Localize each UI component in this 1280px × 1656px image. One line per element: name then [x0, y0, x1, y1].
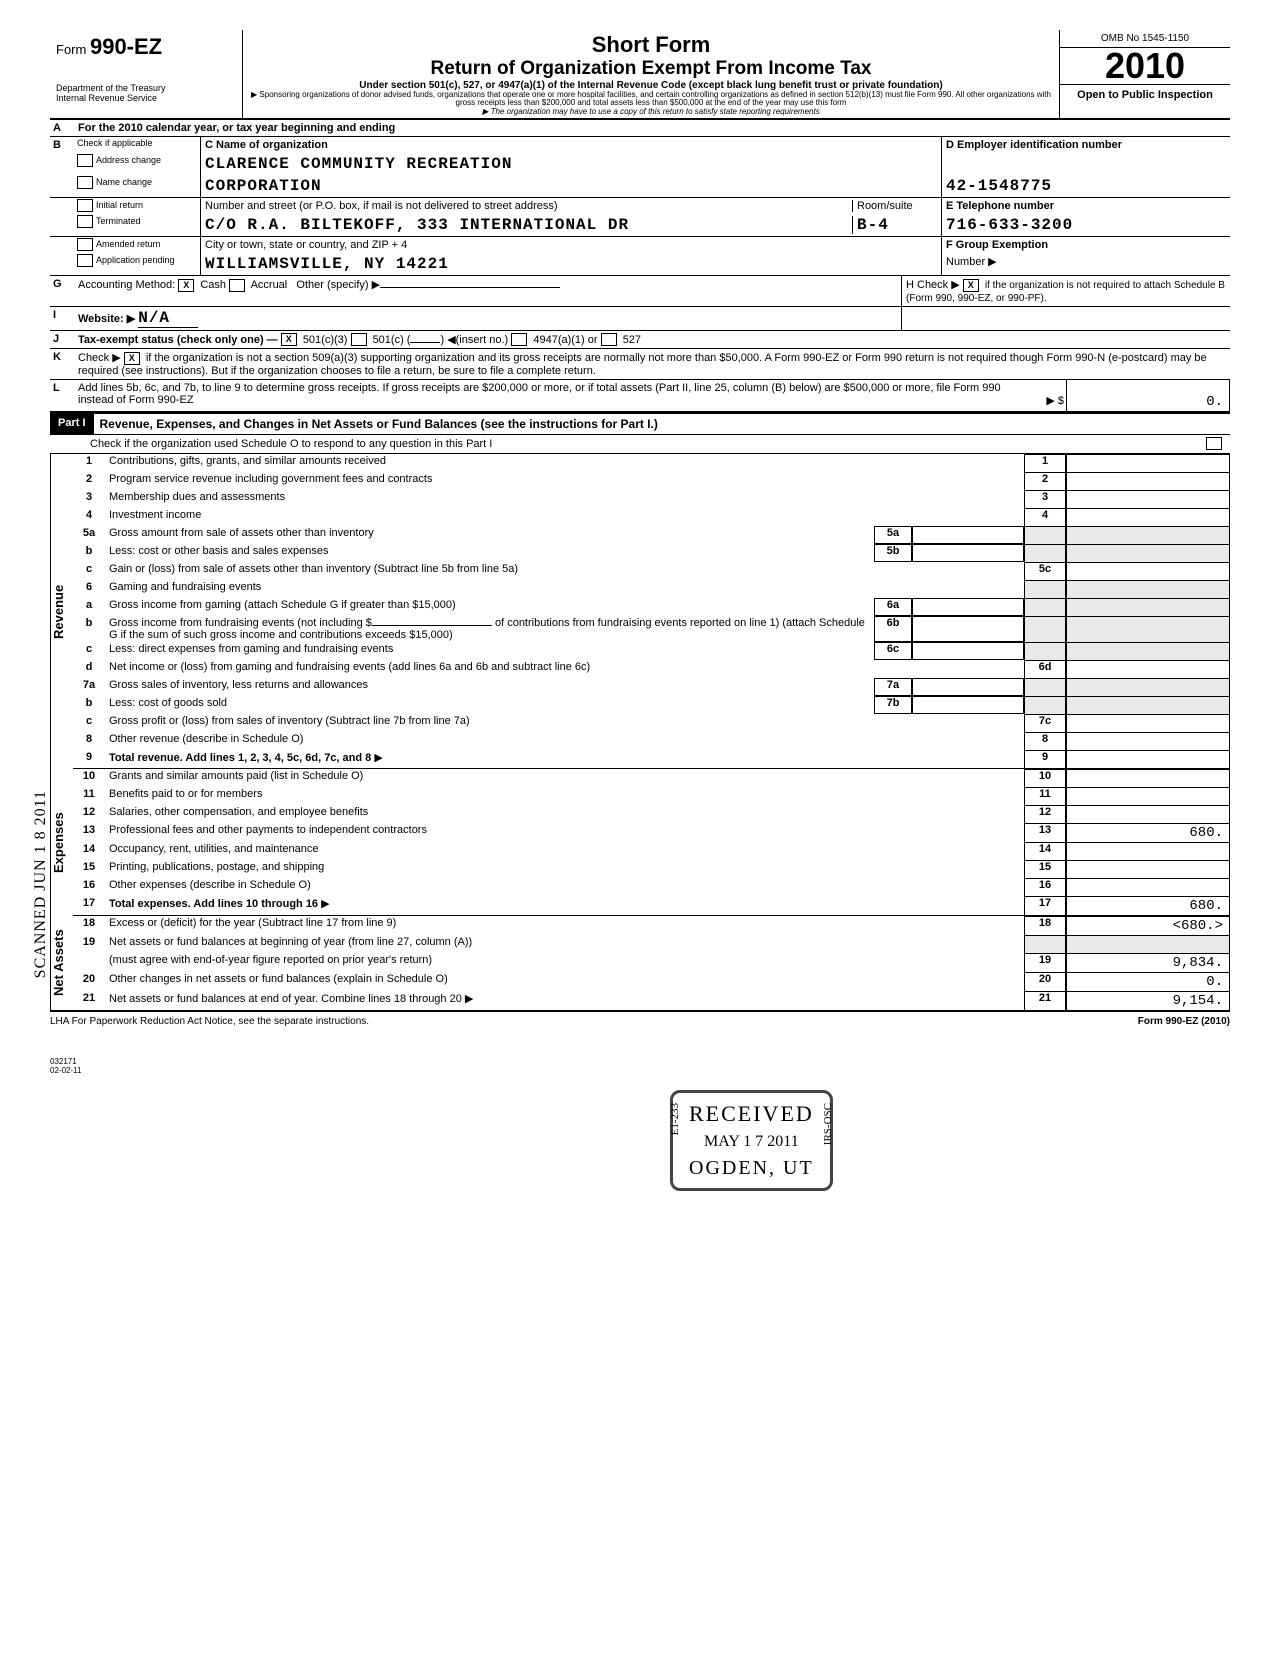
val-21: 9,154.	[1066, 991, 1230, 1010]
chk-cash[interactable]: X	[178, 279, 194, 292]
footer-code: 032171 02-02-11	[50, 1057, 1230, 1075]
org-name-1: CLARENCE COMMUNITY RECREATION	[200, 153, 941, 175]
dept-treasury: Department of the Treasury	[56, 83, 166, 93]
chk-k[interactable]: X	[124, 352, 140, 365]
c-label: C Name of organization	[205, 139, 328, 151]
chk-address-change[interactable]	[77, 154, 93, 167]
l-text: Add lines 5b, 6c, and 7b, to line 9 to d…	[74, 380, 1022, 411]
chk-h[interactable]: X	[963, 279, 979, 292]
chk-501c[interactable]	[351, 333, 367, 346]
val-17: 680.	[1066, 896, 1230, 915]
j-label: Tax-exempt status (check only one) —	[78, 334, 278, 346]
l-value: 0.	[1066, 380, 1230, 411]
chk-name-change[interactable]	[77, 176, 93, 189]
part1-check-line: Check if the organization used Schedule …	[50, 435, 1198, 453]
form-label: Form	[56, 42, 86, 57]
chk-amended[interactable]	[77, 238, 93, 251]
revenue-section: Revenue 1Contributions, gifts, grants, a…	[50, 454, 1230, 769]
fine-print-1: ▶ Sponsoring organizations of donor advi…	[251, 91, 1051, 108]
f-label: F Group Exemption	[946, 239, 1048, 251]
addr-label: Number and street (or P.O. box, if mail …	[205, 200, 852, 212]
val-20: 0.	[1066, 972, 1230, 991]
part-1-header: Part I Revenue, Expenses, and Changes in…	[50, 412, 1230, 435]
h-label: H Check ▶	[906, 279, 960, 291]
form-header: Form 990-EZ Department of the TreasuryIn…	[50, 30, 1230, 120]
e-label: E Telephone number	[946, 200, 1054, 212]
tax-year: 2010	[1060, 48, 1230, 85]
chk-4947[interactable]	[511, 333, 527, 346]
chk-501c3[interactable]: X	[281, 333, 297, 346]
g-label: Accounting Method:	[78, 279, 175, 291]
org-name-2: CORPORATION	[200, 175, 941, 197]
val-18: <680.>	[1066, 916, 1230, 935]
chk-initial-return[interactable]	[77, 199, 93, 212]
form-number: 990-EZ	[90, 34, 162, 59]
line-a: For the 2010 calendar year, or tax year …	[74, 120, 1230, 136]
chk-schedule-o[interactable]	[1206, 437, 1222, 450]
received-stamp: E1-233 RECEIVED MAY 1 7 2011 OGDEN, UT I…	[670, 1090, 833, 1191]
title-return: Return of Organization Exempt From Incom…	[251, 58, 1051, 80]
check-if-applicable: Check if applicable	[74, 137, 200, 153]
i-label: Website: ▶	[78, 313, 135, 325]
form-footer: LHA For Paperwork Reduction Act Notice, …	[50, 1016, 1230, 1027]
chk-527[interactable]	[601, 333, 617, 346]
d-label: D Employer identification number	[946, 139, 1122, 151]
dept-irs: Internal Revenue Service	[56, 93, 157, 103]
street-address: C/O R.A. BILTEKOFF, 333 INTERNATIONAL DR	[205, 216, 852, 234]
chk-accrual[interactable]	[229, 279, 245, 292]
title-short-form: Short Form	[251, 32, 1051, 58]
chk-pending[interactable]	[77, 254, 93, 267]
website: N/A	[138, 309, 198, 328]
room-suite: B-4	[852, 216, 937, 234]
telephone: 716-633-3200	[941, 214, 1230, 236]
val-13: 680.	[1066, 823, 1230, 842]
expenses-section: Expenses 10Grants and similar amounts pa…	[50, 769, 1230, 916]
chk-terminated[interactable]	[77, 215, 93, 228]
city-state-zip: WILLIAMSVILLE, NY 14221	[200, 253, 941, 275]
room-label: Room/suite	[852, 200, 937, 212]
inspection-notice: Open to Public Inspection	[1060, 85, 1230, 105]
k-text: if the organization is not a section 509…	[78, 352, 1207, 377]
f-number: Number ▶	[941, 253, 1230, 275]
form-990ez: SCANNED JUN 1 8 2011 Form 990-EZ Departm…	[50, 30, 1230, 1075]
scanned-stamp: SCANNED JUN 1 8 2011	[32, 790, 50, 978]
city-label: City or town, state or country, and ZIP …	[200, 237, 941, 253]
ein: 42-1548775	[941, 175, 1230, 197]
val-19: 9,834.	[1066, 953, 1230, 972]
k-label: Check ▶	[78, 352, 121, 364]
fine-print-2: ▶ The organization may have to use a cop…	[251, 108, 1051, 116]
net-assets-section: Net Assets 18Excess or (deficit) for the…	[50, 916, 1230, 1012]
